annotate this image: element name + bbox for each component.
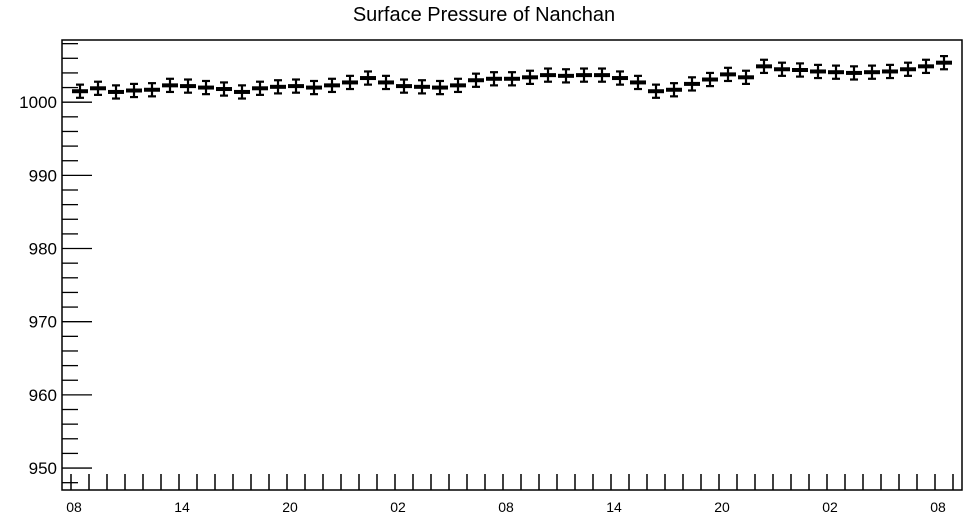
data-point [684,76,700,92]
data-point [918,58,934,75]
data-point [720,66,736,83]
data-point [648,83,664,99]
x-axis: 08 14 20 02 08 14 20 02 08 [66,474,954,515]
x-tick-label: 20 [282,499,298,515]
data-point [468,72,484,88]
data-point [252,80,268,96]
x-tick-label: 14 [606,499,622,515]
x-tick-label: 08 [66,499,82,515]
y-tick-label: 1000 [19,93,57,112]
data-point [198,79,214,96]
data-point [558,68,574,84]
data-point [234,84,250,100]
y-axis: 950 960 970 980 990 1000 [19,43,92,484]
x-tick-label: 02 [390,499,406,515]
data-point [90,80,106,96]
data-point [702,71,718,88]
data-point [756,58,772,75]
data-point [882,63,898,80]
data-point [504,71,520,87]
data-point [900,61,916,77]
data-point [378,74,394,91]
data-point [324,77,340,94]
y-tick-label: 970 [29,313,57,332]
data-point [432,79,448,96]
data-point [522,69,538,86]
data-point [396,78,412,94]
data-point [810,63,826,80]
y-tick-label: 980 [29,240,57,259]
data-point [594,67,610,83]
data-point [738,69,754,86]
data-point [936,54,952,71]
data-point [540,67,556,83]
data-point [666,82,682,98]
data-point [342,74,358,91]
data-point [72,83,88,99]
x-tick-label: 14 [174,499,190,515]
x-tick-label: 02 [822,499,838,515]
chart-title: Surface Pressure of Nanchan [352,4,616,26]
x-tick-label: 08 [930,499,946,515]
data-point [306,79,322,96]
data-points [72,54,952,100]
data-point [162,77,178,94]
data-point [216,81,232,97]
data-point [486,71,502,87]
data-point [612,70,628,86]
y-tick-label: 960 [29,386,57,405]
data-point [630,74,646,91]
data-point [288,78,304,94]
data-point [846,65,862,81]
x-tick-label: 20 [714,499,730,515]
data-point [576,67,592,83]
y-tick-label: 990 [29,166,57,185]
data-point [792,62,808,78]
data-point [864,64,880,80]
x-tick-label: 08 [498,499,514,515]
data-point [774,61,790,77]
data-point [270,79,286,95]
data-point [180,78,196,94]
data-point [126,82,142,99]
y-tick-label: 950 [29,459,57,478]
data-point [108,84,124,100]
data-point [828,64,844,80]
data-point [144,82,160,98]
data-point [414,79,430,95]
data-point [450,77,466,94]
data-point [360,70,376,86]
plot-frame [61,39,963,491]
